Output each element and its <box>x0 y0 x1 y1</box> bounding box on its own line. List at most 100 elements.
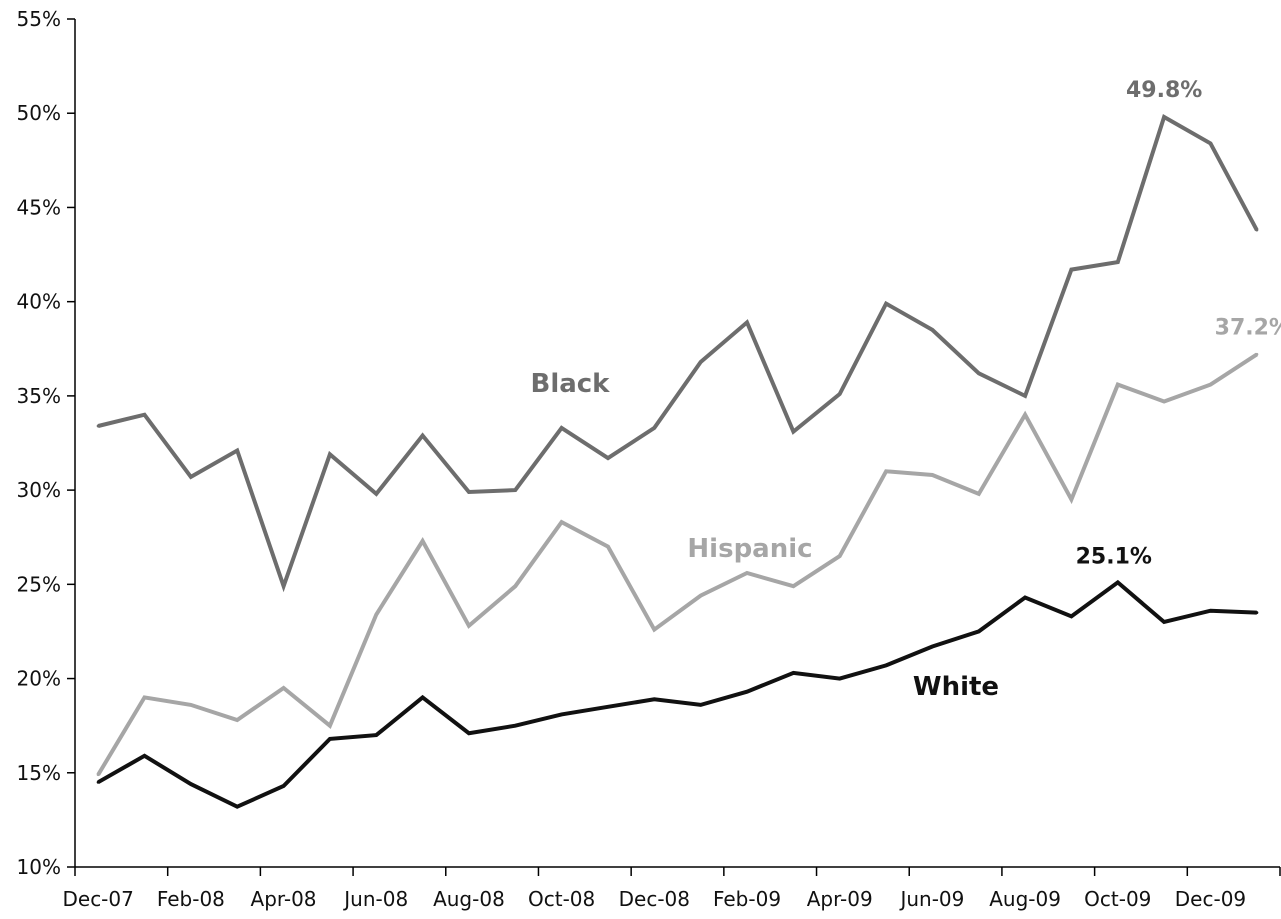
data-point-black <box>1069 268 1073 272</box>
y-tick-label: 10% <box>17 855 61 879</box>
x-tick-label: Jun-08 <box>342 887 408 911</box>
data-point-white <box>1116 580 1120 584</box>
y-tick-label: 15% <box>17 761 61 785</box>
y-tick-label: 20% <box>17 667 61 691</box>
x-tick-label: Feb-08 <box>157 887 225 911</box>
y-tick-label: 35% <box>17 384 61 408</box>
data-point-hispanic <box>1255 352 1259 356</box>
data-point-white <box>282 784 286 788</box>
data-point-white <box>791 671 795 675</box>
data-point-hispanic <box>421 539 425 543</box>
data-point-white <box>838 677 842 681</box>
data-point-black <box>421 433 425 437</box>
data-point-white <box>467 731 471 735</box>
data-point-hispanic <box>977 492 981 496</box>
data-point-hispanic <box>1208 383 1212 387</box>
data-point-black <box>143 413 147 417</box>
y-tick-label: 50% <box>17 101 61 125</box>
series-label-black: Black <box>531 369 611 399</box>
data-point-white <box>421 695 425 699</box>
data-point-white <box>1069 614 1073 618</box>
x-tick-label: Dec-09 <box>1175 887 1246 911</box>
data-point-black <box>1023 394 1027 398</box>
data-point-hispanic <box>1023 413 1027 417</box>
data-point-black <box>1162 115 1166 119</box>
data-point-hispanic <box>791 584 795 588</box>
data-point-white <box>328 737 332 741</box>
data-point-black <box>328 452 332 456</box>
data-point-hispanic <box>745 571 749 575</box>
series-line-black <box>97 114 1259 593</box>
y-axis-ticks: 10% 15% 20% 25% 30% 35% 40% 45% 50% 55% <box>17 7 75 879</box>
y-tick-label: 30% <box>17 478 61 502</box>
data-point-black <box>1255 228 1259 232</box>
x-tick-label: Apr-09 <box>807 887 873 911</box>
data-point-white <box>699 703 703 707</box>
data-point-hispanic <box>143 695 147 699</box>
x-tick-label: Apr-08 <box>251 887 317 911</box>
data-point-white <box>513 724 517 728</box>
x-tick-label: Dec-08 <box>619 887 690 911</box>
data-point-hispanic <box>467 624 471 628</box>
data-point-black <box>1208 141 1212 145</box>
data-point-black <box>745 320 749 324</box>
data-point-hispanic <box>374 612 378 616</box>
data-point-hispanic <box>884 469 888 473</box>
data-point-black <box>652 426 656 430</box>
data-point-hispanic <box>1069 498 1073 502</box>
data-point-hispanic <box>560 520 564 524</box>
data-point-hispanic <box>1116 383 1120 387</box>
data-point-white <box>652 697 656 701</box>
data-point-black <box>838 392 842 396</box>
data-point-hispanic <box>930 473 934 477</box>
data-point-hispanic <box>838 554 842 558</box>
data-point-black <box>189 475 193 479</box>
data-point-hispanic <box>96 773 100 777</box>
value-label-white-peak: 25.1% <box>1076 544 1152 569</box>
value-label-hispanic-end: 37.2% <box>1215 315 1281 340</box>
data-point-white <box>96 780 100 784</box>
data-point-white <box>235 805 239 809</box>
x-tick-label: Aug-08 <box>433 887 505 911</box>
data-point-white <box>606 705 610 709</box>
data-point-black <box>884 302 888 306</box>
x-tick-label: Dec-07 <box>62 887 133 911</box>
data-point-hispanic <box>282 686 286 690</box>
data-point-white <box>143 754 147 758</box>
x-tick-label: Jun-09 <box>898 887 964 911</box>
series-line-hispanic <box>96 352 1258 776</box>
data-point-white <box>977 629 981 633</box>
data-point-hispanic <box>606 545 610 549</box>
y-tick-label: 40% <box>17 290 61 314</box>
y-tick-label: 25% <box>17 572 61 596</box>
data-point-white <box>1208 609 1212 613</box>
value-label-black-peak: 49.8% <box>1126 78 1202 103</box>
data-point-white <box>1023 596 1027 600</box>
data-point-white <box>745 690 749 694</box>
data-point-white <box>930 645 934 649</box>
data-point-white <box>189 782 193 786</box>
data-point-white <box>884 663 888 667</box>
y-tick-label: 55% <box>17 7 61 31</box>
series-label-white: White <box>913 672 999 702</box>
data-point-black <box>1116 260 1120 264</box>
data-point-hispanic <box>1162 400 1166 404</box>
data-point-black <box>282 584 286 588</box>
data-point-hispanic <box>652 628 656 632</box>
data-point-white <box>560 712 564 716</box>
data-point-white <box>1255 611 1259 615</box>
x-axis-ticks: Dec-07 Feb-08 Apr-08 Jun-08 Aug-08 Oct-08 Dec-… <box>62 867 1281 911</box>
data-point-white <box>374 733 378 737</box>
data-point-hispanic <box>513 584 517 588</box>
data-point-black <box>930 328 934 332</box>
data-point-white <box>1162 620 1166 624</box>
x-tick-label: Aug-09 <box>989 887 1061 911</box>
data-point-black <box>374 492 378 496</box>
data-point-black <box>513 488 517 492</box>
series-label-hispanic: Hispanic <box>687 534 812 564</box>
data-point-hispanic <box>189 703 193 707</box>
x-tick-label: Oct-08 <box>528 887 595 911</box>
series-line-white <box>97 579 1257 809</box>
data-point-black <box>467 490 471 494</box>
